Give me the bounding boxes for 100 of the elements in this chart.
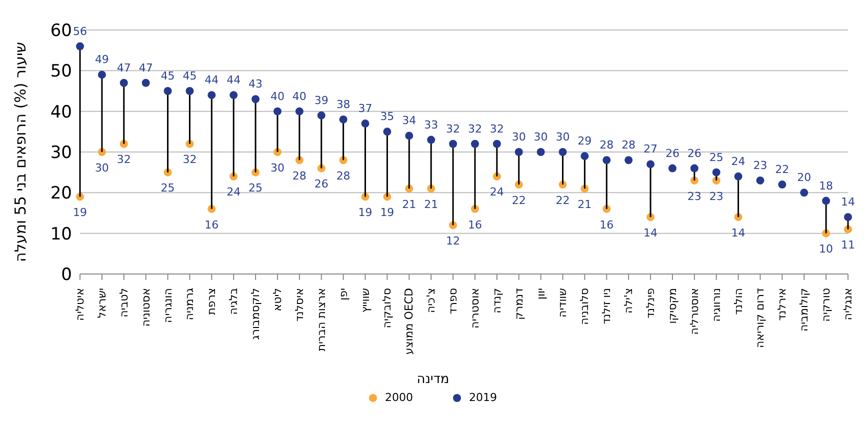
x-tick-label: ישראל	[95, 288, 108, 318]
legend-label: 2000	[384, 391, 413, 404]
data-label: 34	[402, 114, 416, 128]
y-axis-title: שיעור (%) הרופאים בני 55 ומעלה	[11, 42, 30, 262]
data-label: 21	[578, 198, 592, 211]
data-label: 32	[446, 122, 460, 136]
x-tick-label: ליטא	[270, 288, 284, 312]
data-label: 28	[292, 169, 306, 182]
data-label: 44	[204, 74, 219, 87]
x-tick-label: צ'כיה	[424, 288, 438, 314]
data-label: 22	[556, 194, 570, 207]
y-tick-label: 40	[50, 102, 72, 122]
data-label: 24	[731, 154, 746, 168]
data-label: 56	[73, 24, 87, 38]
point	[295, 107, 304, 116]
data-label: 19	[358, 206, 372, 220]
x-tick-label: מקסיקו	[666, 288, 679, 324]
point	[230, 91, 238, 100]
point	[536, 148, 545, 156]
point	[646, 160, 655, 168]
point	[470, 140, 479, 148]
x-tick-label: איטליה	[74, 288, 86, 321]
point	[492, 140, 501, 148]
point	[142, 78, 150, 87]
data-label: 30	[534, 130, 548, 144]
point	[208, 91, 216, 100]
data-label: 26	[687, 146, 702, 160]
data-label: 14	[841, 196, 855, 209]
point	[273, 107, 282, 116]
x-tick-label: צ'ילה	[622, 288, 636, 314]
data-label: 18	[819, 179, 834, 192]
data-label: 16	[600, 218, 614, 232]
x-tick-label: סלובקיה	[380, 288, 394, 328]
point	[383, 128, 392, 136]
data-label: 25	[248, 182, 263, 195]
x-tick-label: גרמניה	[183, 288, 196, 320]
data-label: 28	[622, 138, 636, 152]
point	[690, 164, 698, 172]
data-label: 11	[841, 238, 855, 252]
data-label: 29	[578, 134, 592, 148]
data-label: 49	[94, 53, 109, 66]
data-label: 39	[314, 94, 328, 107]
data-label: 33	[424, 118, 438, 132]
point	[405, 132, 414, 140]
x-tick-label: אוסטריה	[468, 288, 482, 328]
data-label: 43	[248, 78, 263, 91]
point	[844, 213, 852, 222]
point	[120, 78, 128, 87]
y-tick-label: 30	[50, 143, 72, 164]
x-tick-label: דנמרק	[512, 288, 526, 320]
data-label: 47	[138, 61, 153, 74]
point	[734, 172, 742, 180]
data-label: 47	[116, 61, 131, 74]
point	[76, 42, 84, 50]
data-label: 45	[160, 69, 175, 82]
point	[186, 87, 194, 95]
data-label: 32	[182, 153, 197, 166]
point	[778, 180, 786, 189]
data-label: 38	[336, 98, 350, 111]
point	[514, 148, 523, 156]
data-label: 40	[270, 90, 284, 103]
point	[668, 164, 676, 172]
data-label: 23	[687, 190, 702, 203]
data-label: 37	[358, 102, 372, 116]
data-label: 40	[292, 90, 306, 103]
x-tick-label: טורקיה	[820, 288, 833, 322]
data-label: 10	[819, 242, 834, 256]
point	[164, 87, 172, 95]
point	[602, 156, 611, 164]
point	[317, 111, 326, 120]
data-label: 25	[160, 182, 175, 195]
data-label: 23	[709, 190, 724, 203]
x-tick-label: יפן	[336, 288, 350, 300]
data-label: 24	[490, 186, 504, 199]
data-label: 35	[380, 110, 394, 124]
x-tick-label: ספרד	[446, 288, 460, 314]
x-tick-label: פינלנד	[644, 288, 658, 318]
data-label: 30	[512, 130, 526, 144]
data-label: 45	[182, 69, 197, 82]
x-tick-label: שוודיה	[556, 288, 570, 318]
x-tick-label: אוסטרליה	[688, 288, 701, 335]
data-label: 16	[468, 218, 482, 232]
x-tick-label: דרום קוריאה	[754, 288, 767, 348]
y-tick-label: 60	[50, 21, 72, 42]
point	[98, 70, 106, 79]
data-label: 12	[446, 234, 460, 248]
x-tick-label: ארצות הברית	[314, 288, 328, 352]
legend-label: 2019	[468, 391, 497, 404]
data-label: 30	[270, 161, 284, 174]
data-label: 20	[797, 171, 812, 184]
data-label: 30	[556, 130, 570, 144]
point	[252, 95, 260, 104]
data-label: 28	[336, 169, 350, 182]
y-tick-label: 0	[61, 265, 72, 286]
x-tick-label: קולומביה	[798, 288, 811, 332]
data-label: 14	[644, 226, 658, 240]
point	[822, 196, 830, 205]
point	[624, 156, 633, 164]
point	[427, 136, 436, 144]
point	[558, 148, 567, 156]
